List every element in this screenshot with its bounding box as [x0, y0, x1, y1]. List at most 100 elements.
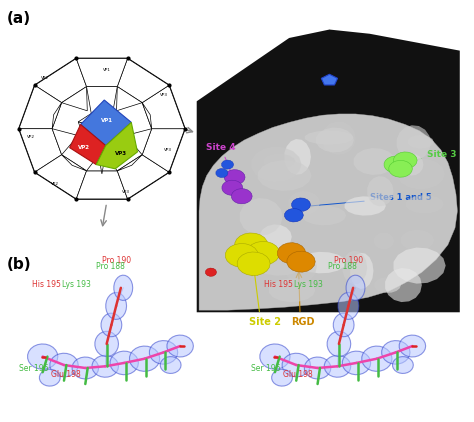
Polygon shape	[292, 198, 310, 211]
Polygon shape	[70, 124, 106, 165]
Polygon shape	[114, 275, 133, 300]
Text: Ser 196: Ser 196	[19, 365, 48, 373]
Polygon shape	[129, 346, 160, 371]
Polygon shape	[72, 357, 99, 379]
Polygon shape	[19, 59, 185, 199]
Polygon shape	[401, 230, 434, 250]
Text: VP2: VP2	[41, 76, 49, 80]
Text: Lys 193: Lys 193	[62, 280, 91, 289]
Polygon shape	[160, 357, 181, 373]
Polygon shape	[260, 344, 290, 369]
Polygon shape	[260, 225, 292, 249]
Text: VP1: VP1	[100, 118, 113, 123]
Text: (b): (b)	[7, 257, 32, 273]
Polygon shape	[76, 171, 128, 199]
Polygon shape	[205, 268, 217, 276]
Text: VP2: VP2	[51, 181, 58, 186]
Polygon shape	[62, 155, 87, 171]
Polygon shape	[222, 160, 234, 169]
Polygon shape	[374, 233, 394, 249]
Polygon shape	[117, 155, 142, 171]
Text: Sites 1 and 5: Sites 1 and 5	[305, 193, 431, 208]
Polygon shape	[384, 156, 408, 173]
Polygon shape	[106, 292, 127, 319]
Polygon shape	[52, 129, 78, 155]
Polygon shape	[343, 251, 367, 284]
Polygon shape	[321, 74, 337, 85]
Polygon shape	[297, 252, 346, 273]
Polygon shape	[78, 106, 102, 129]
Text: VP3: VP3	[122, 190, 129, 194]
Polygon shape	[216, 168, 228, 178]
Polygon shape	[231, 189, 252, 204]
Polygon shape	[401, 154, 423, 176]
Polygon shape	[350, 253, 374, 289]
Polygon shape	[39, 369, 60, 386]
Polygon shape	[78, 122, 102, 146]
Polygon shape	[117, 155, 169, 199]
Polygon shape	[367, 176, 393, 206]
Polygon shape	[282, 353, 310, 377]
Polygon shape	[252, 247, 307, 276]
Polygon shape	[142, 85, 185, 129]
Text: VP2: VP2	[27, 135, 35, 139]
Polygon shape	[269, 279, 315, 302]
Polygon shape	[19, 129, 62, 172]
Polygon shape	[272, 369, 292, 386]
Polygon shape	[27, 344, 58, 369]
Polygon shape	[316, 127, 354, 152]
Polygon shape	[345, 196, 386, 216]
Polygon shape	[235, 233, 268, 257]
Polygon shape	[110, 351, 138, 375]
Polygon shape	[289, 191, 320, 215]
Text: VP3: VP3	[115, 151, 127, 156]
Polygon shape	[252, 147, 301, 182]
Polygon shape	[95, 331, 118, 357]
Polygon shape	[246, 241, 280, 265]
Text: Pro 188: Pro 188	[96, 262, 125, 271]
Text: Lys 193: Lys 193	[294, 280, 323, 289]
Polygon shape	[62, 87, 87, 111]
Polygon shape	[142, 103, 152, 129]
Polygon shape	[342, 351, 371, 375]
Polygon shape	[87, 129, 117, 146]
Polygon shape	[264, 154, 295, 169]
Polygon shape	[408, 135, 434, 149]
Text: Glu 198: Glu 198	[283, 370, 313, 379]
Text: VP1: VP1	[103, 68, 110, 72]
Polygon shape	[222, 180, 243, 195]
Text: Pro 190: Pro 190	[102, 256, 131, 265]
Polygon shape	[287, 251, 315, 272]
Polygon shape	[52, 103, 62, 129]
Polygon shape	[258, 160, 311, 191]
Polygon shape	[393, 248, 446, 284]
Polygon shape	[397, 125, 431, 160]
Text: His 195: His 195	[264, 280, 293, 289]
Text: Glu 198: Glu 198	[51, 370, 81, 379]
Text: Ser 196: Ser 196	[251, 365, 281, 373]
Polygon shape	[392, 357, 413, 373]
Polygon shape	[237, 252, 270, 276]
Text: (a): (a)	[7, 11, 31, 26]
Polygon shape	[225, 243, 258, 267]
Polygon shape	[76, 59, 128, 87]
Text: Site 4: Site 4	[206, 143, 236, 179]
Polygon shape	[87, 87, 117, 174]
Polygon shape	[324, 355, 351, 377]
Text: Pro 188: Pro 188	[328, 262, 357, 271]
Polygon shape	[149, 341, 178, 364]
Text: Site 2: Site 2	[249, 317, 282, 327]
Text: Pro 190: Pro 190	[334, 256, 363, 265]
Polygon shape	[399, 335, 426, 357]
Polygon shape	[101, 313, 122, 337]
Polygon shape	[224, 170, 245, 185]
Polygon shape	[338, 292, 359, 319]
Text: RGD: RGD	[292, 317, 315, 327]
Polygon shape	[284, 139, 311, 175]
Polygon shape	[302, 206, 346, 225]
Polygon shape	[398, 159, 445, 189]
Polygon shape	[126, 129, 152, 155]
Text: VP2: VP2	[78, 145, 90, 150]
Polygon shape	[102, 122, 126, 146]
Polygon shape	[19, 85, 62, 129]
